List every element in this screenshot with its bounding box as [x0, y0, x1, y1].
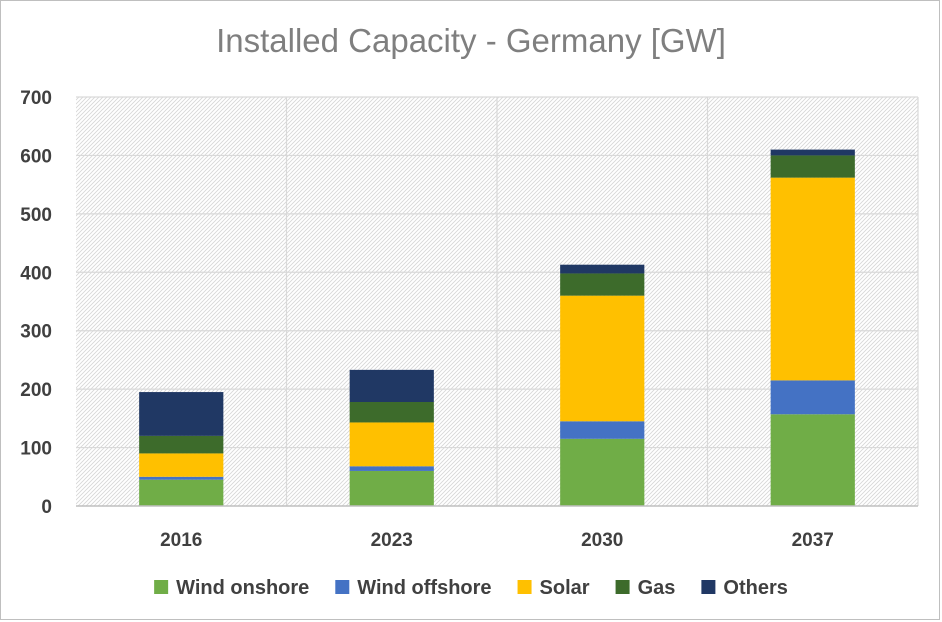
- legend-swatch: [701, 580, 716, 594]
- legend-label: Gas: [638, 577, 676, 599]
- bar-wind-offshore-2037: [770, 380, 855, 415]
- bar-gas-2037: [770, 155, 855, 178]
- chart-title: Installed Capacity - Germany [GW]: [216, 22, 726, 59]
- legend-label: Others: [723, 577, 787, 599]
- bar-solar-2037: [770, 177, 855, 381]
- legend-label: Wind onshore: [176, 577, 309, 599]
- legend-swatch: [615, 580, 630, 594]
- bar-wind-onshore-2016: [139, 479, 224, 506]
- bar-solar-2030: [560, 295, 645, 422]
- y-tick-label: 100: [20, 439, 52, 460]
- bar-gas-2023: [349, 401, 434, 423]
- x-tick-label: 2037: [792, 530, 834, 551]
- legend-swatch: [154, 580, 169, 594]
- y-tick-label: 500: [20, 205, 52, 226]
- legend-label: Solar: [540, 577, 590, 599]
- y-tick-label: 0: [41, 497, 52, 518]
- legend-item: Solar: [517, 577, 590, 599]
- bar-others-2030: [560, 264, 645, 274]
- legend-swatch: [517, 580, 532, 594]
- legend-item: Gas: [615, 577, 676, 599]
- legend-item: Others: [701, 577, 788, 599]
- x-tick-label: 2023: [371, 530, 413, 551]
- y-tick-label: 300: [20, 322, 52, 343]
- bar-others-2016: [139, 392, 224, 436]
- bar-gas-2016: [139, 435, 224, 454]
- y-tick-label: 600: [20, 146, 52, 167]
- bar-wind-onshore-2030: [560, 438, 645, 506]
- legend-item: Wind offshore: [335, 577, 492, 599]
- bar-wind-onshore-2023: [349, 470, 434, 506]
- bar-gas-2030: [560, 273, 645, 296]
- legend-item: Wind onshore: [154, 577, 309, 599]
- bar-solar-2016: [139, 453, 224, 477]
- x-tick-label: 2030: [581, 530, 623, 551]
- bar-wind-onshore-2037: [770, 414, 855, 506]
- bar-wind-offshore-2023: [349, 466, 434, 471]
- bar-solar-2023: [349, 422, 434, 467]
- bar-others-2037: [770, 149, 855, 156]
- y-tick-label: 200: [20, 380, 52, 401]
- y-tick-label: 400: [20, 263, 52, 284]
- bar-wind-offshore-2016: [139, 476, 224, 480]
- y-tick-label: 700: [20, 88, 52, 109]
- bar-others-2023: [349, 369, 434, 402]
- x-tick-label: 2016: [160, 530, 202, 551]
- legend-label: Wind offshore: [357, 577, 491, 599]
- bar-wind-offshore-2030: [560, 421, 645, 439]
- bars: [139, 149, 855, 506]
- legend: Wind onshore Wind offshore Solar Gas Others: [154, 577, 788, 599]
- axes: 0 100 200 300 400 500 600 700 2016 2023 2030 2037: [20, 88, 918, 551]
- legend-swatch: [335, 580, 350, 594]
